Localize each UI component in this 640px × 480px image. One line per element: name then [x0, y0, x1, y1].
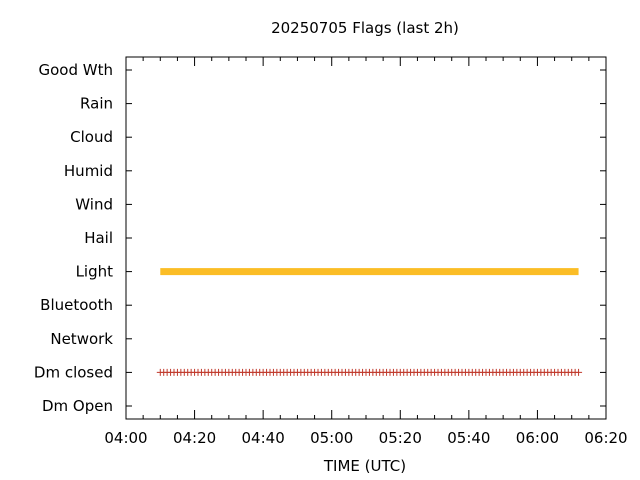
y-tick-label: Rain — [80, 95, 113, 113]
axis-ticks — [126, 57, 606, 419]
y-tick-label: Hail — [84, 229, 113, 247]
y-tick-label: Bluetooth — [40, 296, 113, 314]
y-tick-label: Network — [50, 330, 113, 348]
x-axis-labels: 04:00 04:20 04:40 05:00 05:20 05:40 06:00 06:20 — [104, 429, 627, 447]
y-tick-label: Good Wth — [39, 61, 114, 79]
y-tick-label: Wind — [75, 195, 113, 213]
y-axis-labels: Good Wth Rain Cloud Humid Wind Hail Light Bluet… — [34, 61, 113, 415]
series-light-bar — [160, 268, 578, 275]
y-tick-label: Cloud — [70, 128, 113, 146]
x-tick-label: 05:00 — [310, 429, 353, 447]
x-tick-label: 04:40 — [242, 429, 285, 447]
chart-title: 20250705 Flags (last 2h) — [271, 19, 459, 37]
series-layer — [157, 268, 582, 376]
x-tick-label: 04:00 — [104, 429, 147, 447]
x-tick-label: 05:20 — [379, 429, 422, 447]
y-tick-label: Dm Open — [42, 397, 113, 415]
y-tick-label: Dm closed — [34, 363, 113, 381]
x-axis-label: TIME (UTC) — [323, 457, 406, 475]
x-tick-label: 05:40 — [447, 429, 490, 447]
x-tick-label: 06:00 — [516, 429, 559, 447]
x-tick-label: 06:20 — [584, 429, 627, 447]
plot-frame — [126, 57, 606, 419]
series-dm-closed-point — [575, 369, 582, 376]
y-tick-label: Light — [76, 263, 114, 281]
y-tick-label: Humid — [64, 162, 113, 180]
x-tick-label: 04:20 — [173, 429, 216, 447]
